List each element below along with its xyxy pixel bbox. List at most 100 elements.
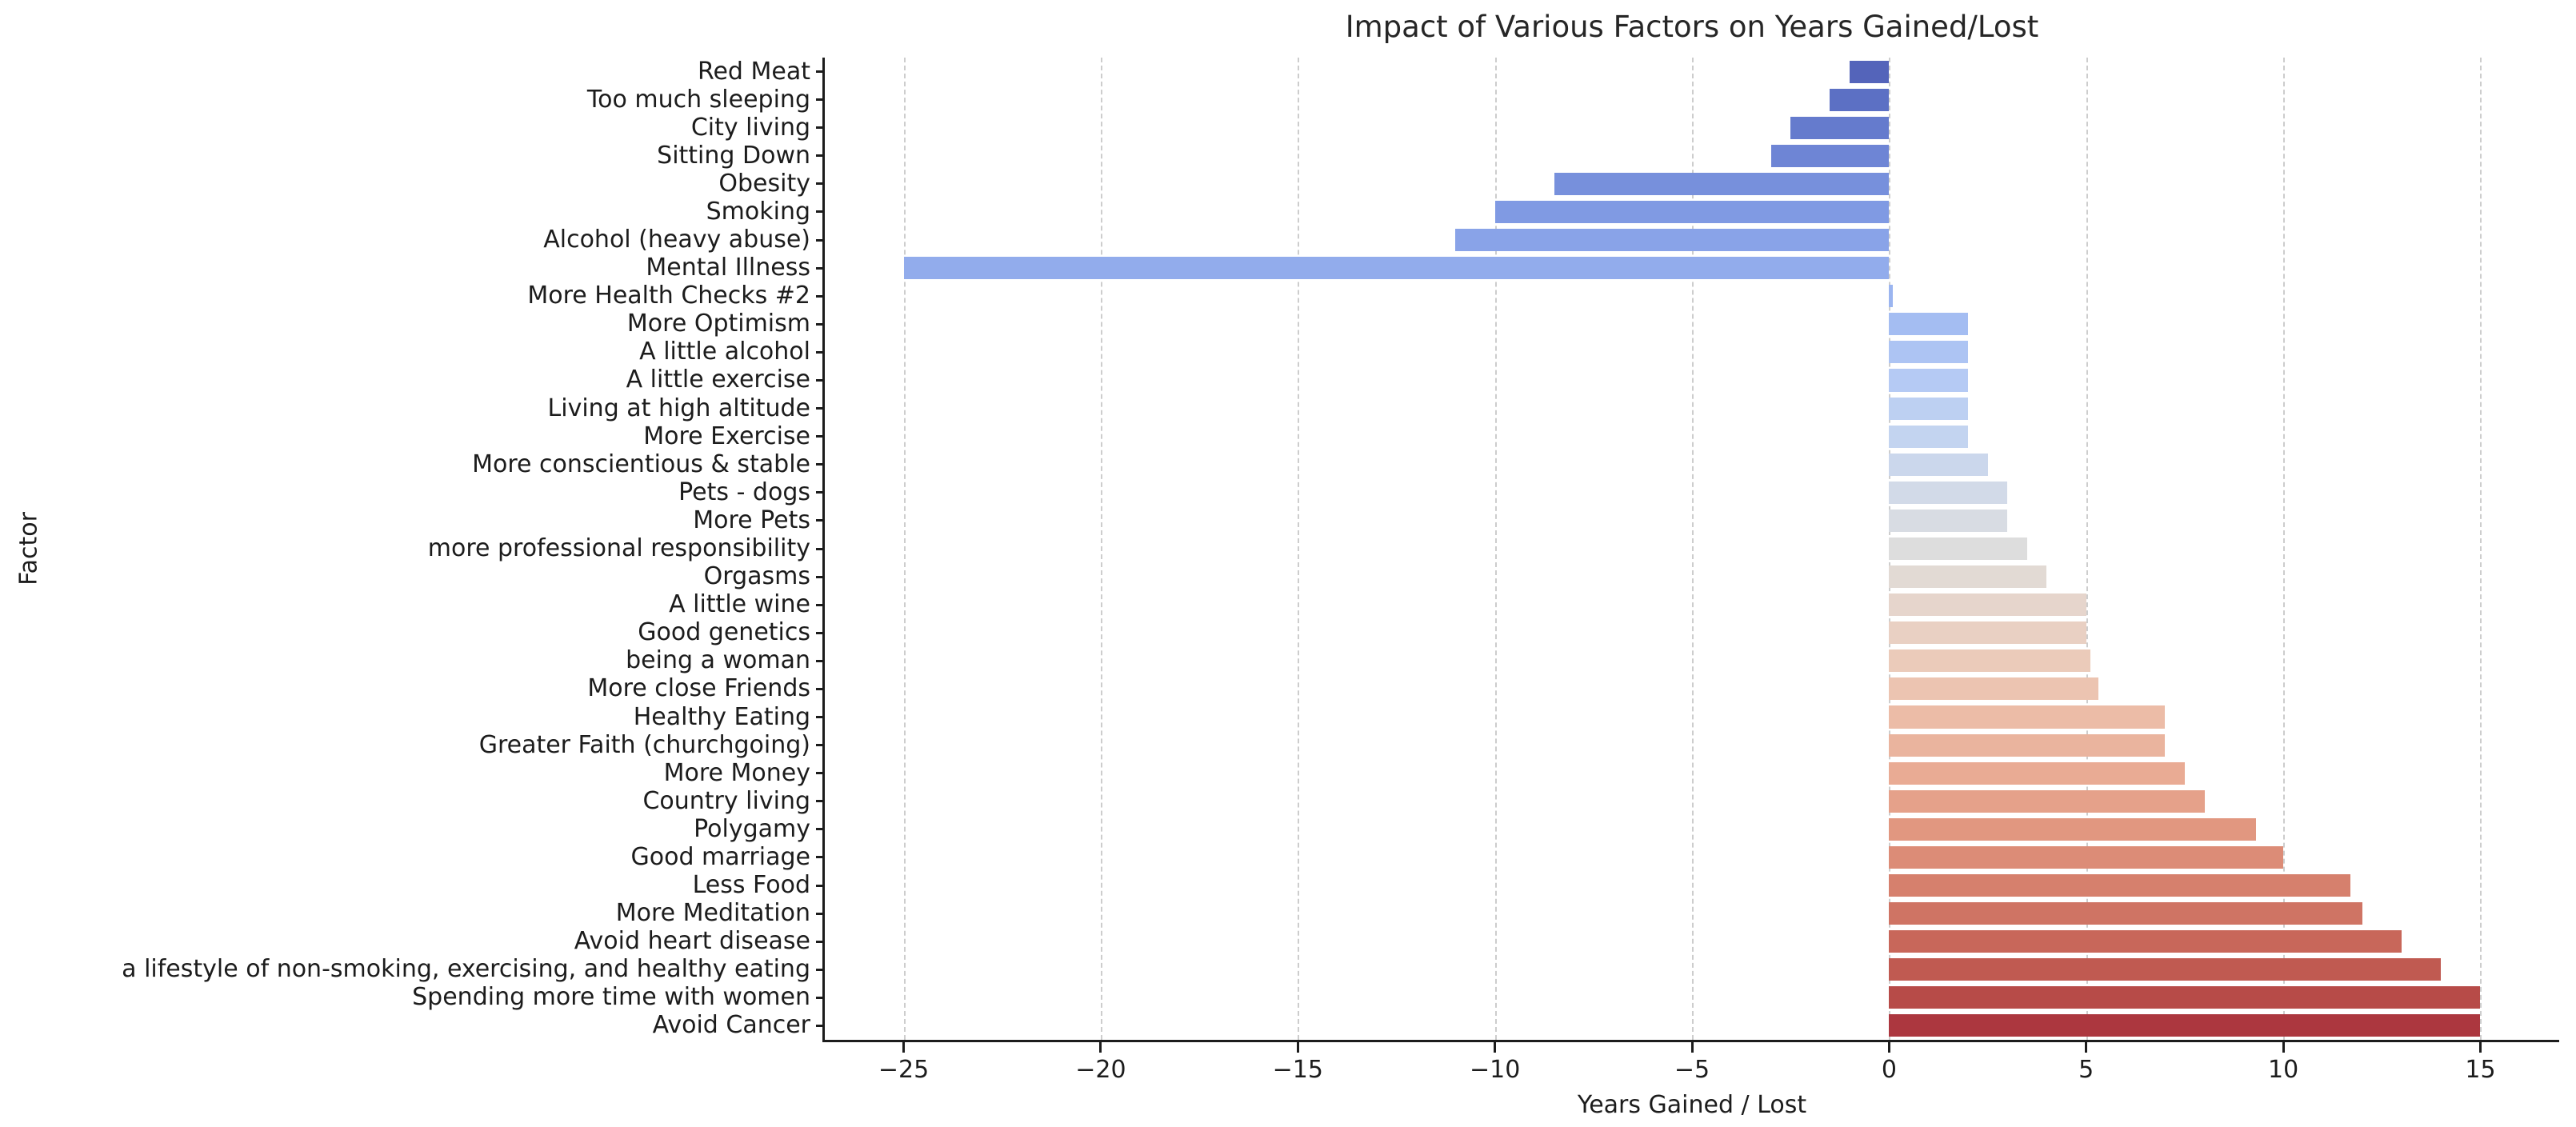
category-label: Smoking — [706, 197, 810, 226]
bar — [1889, 902, 2362, 925]
bar — [903, 257, 1890, 280]
y-tick-mark — [816, 294, 825, 298]
bar — [1770, 144, 1890, 167]
category-label: Avoid heart disease — [574, 927, 810, 956]
y-tick-mark — [816, 856, 825, 859]
bar — [1889, 733, 2166, 757]
category-label: A little alcohol — [639, 338, 810, 366]
x-tick-mark — [1887, 1042, 1890, 1053]
bar — [1889, 593, 2086, 617]
bar — [1889, 677, 2098, 701]
x-tick-label: 5 — [2078, 1056, 2094, 1084]
y-tick-mark — [816, 716, 825, 718]
bar — [1889, 1014, 2481, 1037]
bar — [1790, 116, 1890, 139]
y-tick-mark — [816, 519, 825, 522]
y-tick-mark — [816, 210, 825, 214]
x-tick-mark — [2085, 1042, 2088, 1053]
category-label: A little wine — [669, 590, 810, 619]
bar — [1850, 60, 1890, 83]
category-label: Greater Faith (churchgoing) — [478, 730, 810, 759]
gridline — [1692, 58, 1694, 1040]
bar — [1889, 285, 1894, 308]
bar — [1889, 986, 2481, 1009]
bar — [1889, 397, 1968, 420]
y-tick-mark — [816, 800, 825, 803]
gridline — [1100, 58, 1102, 1040]
y-tick-mark — [816, 940, 825, 943]
bar — [1494, 200, 1890, 223]
category-label: More conscientious & stable — [472, 450, 810, 478]
x-tick-mark — [2478, 1042, 2482, 1053]
category-label: A little exercise — [626, 366, 810, 394]
category-label: City living — [690, 113, 810, 142]
y-tick-mark — [816, 322, 825, 326]
bar — [1889, 845, 2284, 869]
bar — [1889, 649, 2090, 673]
y-tick-mark — [816, 350, 825, 354]
y-tick-mark — [816, 912, 825, 915]
bar — [1889, 537, 2027, 561]
x-tick-mark — [1296, 1042, 1299, 1053]
y-tick-mark — [816, 828, 825, 831]
bar — [1889, 341, 1968, 364]
y-tick-mark — [816, 631, 825, 634]
y-tick-mark — [816, 238, 825, 242]
y-tick-mark — [816, 378, 825, 382]
y-tick-mark — [816, 659, 825, 662]
bar — [1889, 817, 2256, 841]
gridline — [903, 58, 906, 1040]
y-tick-mark — [816, 884, 825, 887]
bar — [1889, 958, 2442, 981]
x-tick-mark — [902, 1042, 906, 1053]
y-tick-mark — [816, 182, 825, 186]
bar — [1554, 172, 1890, 195]
x-tick-label: 0 — [1881, 1056, 1897, 1084]
y-tick-mark — [816, 70, 825, 74]
x-tick-mark — [1494, 1042, 1497, 1053]
category-label: Good genetics — [638, 618, 810, 647]
y-tick-mark — [816, 407, 825, 410]
category-label: Spending more time with women — [412, 983, 810, 1012]
y-tick-mark — [816, 968, 825, 971]
y-tick-mark — [816, 435, 825, 438]
bar — [1889, 313, 1968, 336]
category-label: more professional responsibility — [427, 534, 810, 562]
gridline — [1494, 58, 1497, 1040]
x-tick-label: −20 — [1075, 1056, 1126, 1084]
category-label: Red Meat — [697, 57, 810, 86]
category-label: Orgasms — [703, 562, 810, 591]
y-tick-mark — [816, 772, 825, 775]
category-label: being a woman — [626, 646, 810, 675]
bar — [1889, 621, 2086, 645]
category-label: Alcohol (heavy abuse) — [543, 226, 810, 254]
x-tick-label: 10 — [2267, 1056, 2299, 1084]
category-label: More close Friends — [587, 674, 810, 703]
chart-title: Impact of Various Factors on Years Gaine… — [1345, 10, 2039, 44]
left-spine — [822, 58, 825, 1042]
bar — [1889, 369, 1968, 392]
category-label: a lifestyle of non-smoking, exercising, … — [122, 955, 810, 984]
bar — [1889, 425, 1968, 448]
x-tick-label: −10 — [1469, 1056, 1521, 1084]
category-label: More Exercise — [643, 422, 810, 450]
gridline — [2283, 58, 2286, 1040]
bar — [1889, 705, 2166, 729]
y-tick-mark — [816, 687, 825, 690]
category-label: Pets - dogs — [678, 478, 810, 506]
y-tick-mark — [816, 575, 825, 578]
y-tick-mark — [816, 154, 825, 158]
y-tick-mark — [816, 463, 825, 466]
bar — [1889, 565, 2047, 589]
category-label: Living at high altitude — [547, 394, 810, 422]
category-label: More Optimism — [626, 310, 810, 338]
bar — [1889, 481, 2008, 504]
bar — [1889, 930, 2402, 953]
category-label: Sitting Down — [657, 141, 810, 170]
x-tick-mark — [1690, 1042, 1694, 1053]
bar — [1889, 873, 2350, 897]
x-tick-label: −15 — [1272, 1056, 1323, 1084]
category-label: Polygamy — [694, 814, 810, 843]
category-label: Avoid Cancer — [652, 1011, 810, 1040]
y-tick-mark — [816, 744, 825, 747]
